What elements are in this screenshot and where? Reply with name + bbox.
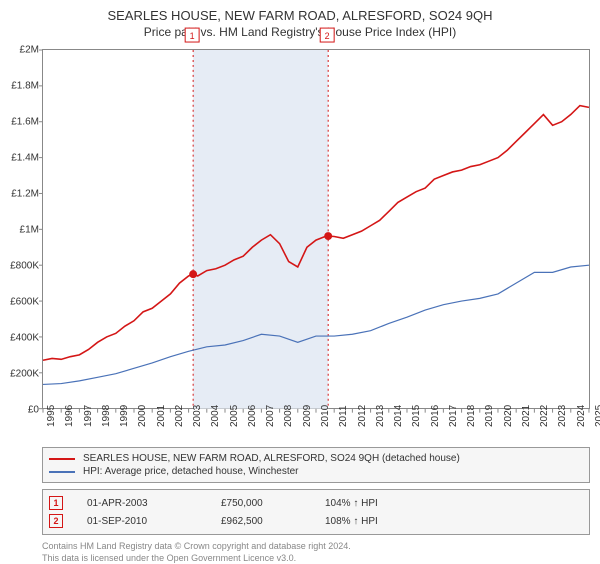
x-tick-label: 2014 (393, 405, 404, 427)
y-tick-label: £400K (1, 333, 39, 344)
x-tick-label: 1995 (46, 405, 57, 427)
x-tick-label: 1999 (119, 405, 130, 427)
plot-area: 12 £0£200K£400K£600K£800K£1M£1.2M£1.4M£1… (42, 49, 590, 409)
x-tick-label: 2021 (521, 405, 532, 427)
x-tick-label: 1997 (83, 405, 94, 427)
x-tick-label: 2001 (156, 405, 167, 427)
x-tick-label: 2009 (302, 405, 313, 427)
x-tick-label: 1996 (64, 405, 75, 427)
chart-subtitle: Price paid vs. HM Land Registry's House … (0, 23, 600, 39)
sale-dot-0 (189, 270, 197, 278)
marker-num-2: 2 (325, 31, 330, 41)
x-tick-label: 2010 (320, 405, 331, 427)
legend-label: HPI: Average price, detached house, Winc… (83, 466, 299, 477)
x-tick-label: 2006 (247, 405, 258, 427)
x-tick-label: 2011 (338, 405, 349, 427)
x-tick-label: 2015 (411, 405, 422, 427)
sale-row: 1 01-APR-2003 £750,000 104% ↑ HPI (49, 494, 583, 512)
plot-svg: 12 (43, 50, 589, 409)
x-tick-label: 2000 (137, 405, 148, 427)
y-tick-label: £600K (1, 297, 39, 308)
legend-swatch (49, 471, 75, 473)
x-tick-label: 2020 (503, 405, 514, 427)
sale-delta: 104% ↑ HPI (325, 498, 378, 509)
sale-price: £962,500 (221, 516, 301, 527)
shaded-band (193, 50, 328, 409)
y-tick-label: £1.8M (1, 81, 39, 92)
y-tick-label: £200K (1, 369, 39, 380)
sale-row: 2 01-SEP-2010 £962,500 108% ↑ HPI (49, 512, 583, 530)
y-tick-label: £1.4M (1, 153, 39, 164)
x-tick-label: 2003 (192, 405, 203, 427)
sale-date: 01-SEP-2010 (87, 516, 197, 527)
legend-row: HPI: Average price, detached house, Winc… (49, 465, 583, 478)
marker-num-1: 1 (190, 31, 195, 41)
x-tick-label: 2023 (557, 405, 568, 427)
x-tick-label: 2025 (594, 405, 600, 427)
footer-attribution: Contains HM Land Registry data © Crown c… (42, 541, 590, 564)
x-tick-label: 2017 (448, 405, 459, 427)
y-tick-label: £2M (1, 45, 39, 56)
sale-price: £750,000 (221, 498, 301, 509)
sale-date: 01-APR-2003 (87, 498, 197, 509)
x-tick-label: 2008 (283, 405, 294, 427)
x-tick-label: 2004 (210, 405, 221, 427)
y-tick-label: £800K (1, 261, 39, 272)
x-tick-label: 2002 (174, 405, 185, 427)
sale-delta: 108% ↑ HPI (325, 516, 378, 527)
legend: SEARLES HOUSE, NEW FARM ROAD, ALRESFORD,… (42, 447, 590, 483)
x-tick-label: 2007 (265, 405, 276, 427)
y-tick-label: £1.6M (1, 117, 39, 128)
y-tick-label: £1M (1, 225, 39, 236)
chart-container: SEARLES HOUSE, NEW FARM ROAD, ALRESFORD,… (0, 0, 600, 560)
legend-swatch (49, 458, 75, 460)
sale-marker: 2 (49, 514, 63, 528)
sales-table: 1 01-APR-2003 £750,000 104% ↑ HPI 2 01-SEP-20… (42, 489, 590, 535)
x-tick-label: 2013 (375, 405, 386, 427)
sale-marker: 1 (49, 496, 63, 510)
sale-dot-1 (324, 232, 332, 240)
x-tick-label: 1998 (101, 405, 112, 427)
footer-line-1: Contains HM Land Registry data © Crown c… (42, 541, 590, 553)
footer-line-2: This data is licensed under the Open Gov… (42, 553, 590, 564)
x-tick-label: 2024 (576, 405, 587, 427)
x-tick-label: 2012 (357, 405, 368, 427)
x-tick-label: 2016 (430, 405, 441, 427)
x-tick-label: 2005 (229, 405, 240, 427)
chart-title: SEARLES HOUSE, NEW FARM ROAD, ALRESFORD,… (0, 0, 600, 23)
y-tick-label: £1.2M (1, 189, 39, 200)
legend-row: SEARLES HOUSE, NEW FARM ROAD, ALRESFORD,… (49, 452, 583, 465)
y-tick-label: £0 (1, 405, 39, 416)
x-tick-label: 2018 (466, 405, 477, 427)
x-tick-label: 2022 (539, 405, 550, 427)
x-tick-label: 2019 (484, 405, 495, 427)
legend-label: SEARLES HOUSE, NEW FARM ROAD, ALRESFORD,… (83, 453, 460, 464)
